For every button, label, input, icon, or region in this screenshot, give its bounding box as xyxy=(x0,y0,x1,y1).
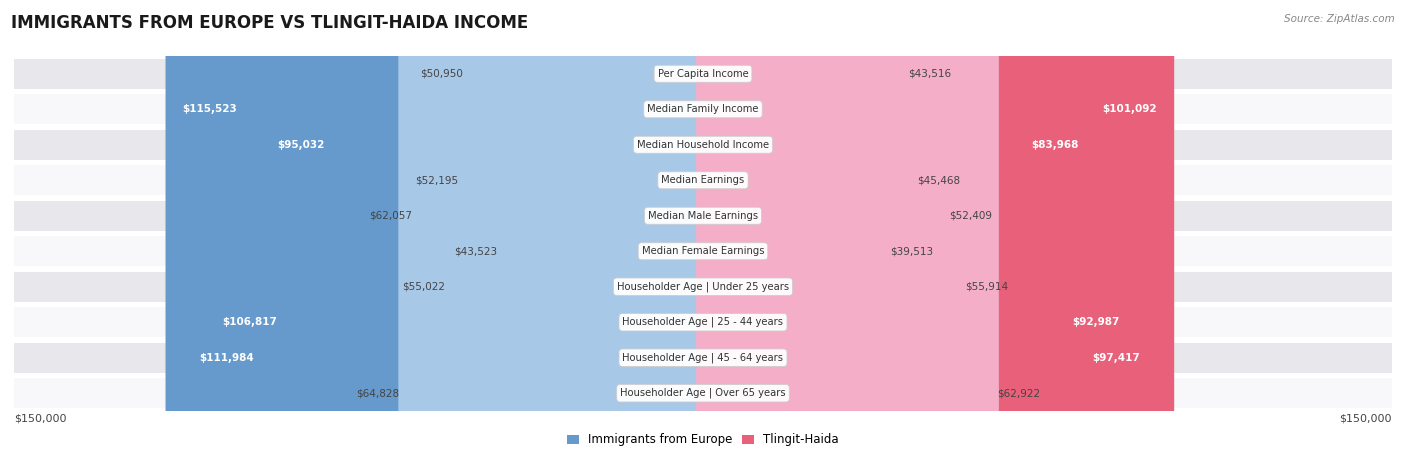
Text: $83,968: $83,968 xyxy=(1031,140,1078,150)
Bar xyxy=(14,94,1392,124)
FancyBboxPatch shape xyxy=(443,0,710,467)
Bar xyxy=(14,272,1392,302)
FancyBboxPatch shape xyxy=(696,0,1157,467)
Text: $101,092: $101,092 xyxy=(1102,104,1157,114)
Text: $111,984: $111,984 xyxy=(200,353,253,363)
FancyBboxPatch shape xyxy=(496,0,710,467)
Text: $64,828: $64,828 xyxy=(357,388,399,398)
FancyBboxPatch shape xyxy=(411,0,710,467)
Text: Householder Age | Over 65 years: Householder Age | Over 65 years xyxy=(620,388,786,398)
Text: $52,409: $52,409 xyxy=(949,211,993,221)
Text: $39,513: $39,513 xyxy=(890,246,934,256)
Text: Per Capita Income: Per Capita Income xyxy=(658,69,748,79)
Text: $50,950: $50,950 xyxy=(420,69,464,79)
Bar xyxy=(14,59,1392,89)
Text: $55,022: $55,022 xyxy=(402,282,444,292)
Text: $92,987: $92,987 xyxy=(1073,317,1119,327)
Text: IMMIGRANTS FROM EUROPE VS TLINGIT-HAIDA INCOME: IMMIGRANTS FROM EUROPE VS TLINGIT-HAIDA … xyxy=(11,14,529,32)
FancyBboxPatch shape xyxy=(696,0,1137,467)
Bar xyxy=(14,130,1392,160)
Bar xyxy=(14,307,1392,337)
Text: Median Family Income: Median Family Income xyxy=(647,104,759,114)
Bar xyxy=(14,236,1392,266)
FancyBboxPatch shape xyxy=(696,0,1095,467)
Text: $43,516: $43,516 xyxy=(908,69,952,79)
Text: Median Male Earnings: Median Male Earnings xyxy=(648,211,758,221)
FancyBboxPatch shape xyxy=(696,0,918,467)
FancyBboxPatch shape xyxy=(696,0,967,467)
FancyBboxPatch shape xyxy=(696,0,910,467)
Text: $62,057: $62,057 xyxy=(370,211,412,221)
Text: $115,523: $115,523 xyxy=(183,104,238,114)
Text: $95,032: $95,032 xyxy=(277,140,325,150)
Bar xyxy=(14,378,1392,408)
Text: Householder Age | 25 - 44 years: Householder Age | 25 - 44 years xyxy=(623,317,783,327)
Text: Median Household Income: Median Household Income xyxy=(637,140,769,150)
Bar xyxy=(14,165,1392,195)
Text: $97,417: $97,417 xyxy=(1092,353,1140,363)
Text: Householder Age | Under 25 years: Householder Age | Under 25 years xyxy=(617,282,789,292)
Text: $150,000: $150,000 xyxy=(14,414,66,424)
Text: $43,523: $43,523 xyxy=(454,246,498,256)
Text: $52,195: $52,195 xyxy=(415,175,458,185)
Text: Median Female Earnings: Median Female Earnings xyxy=(641,246,765,256)
Text: $55,914: $55,914 xyxy=(966,282,1008,292)
Bar xyxy=(14,343,1392,373)
FancyBboxPatch shape xyxy=(205,0,710,467)
FancyBboxPatch shape xyxy=(696,0,891,467)
FancyBboxPatch shape xyxy=(260,0,710,467)
Text: Source: ZipAtlas.com: Source: ZipAtlas.com xyxy=(1284,14,1395,24)
FancyBboxPatch shape xyxy=(696,0,998,467)
Text: $45,468: $45,468 xyxy=(917,175,960,185)
Text: $106,817: $106,817 xyxy=(222,317,277,327)
Text: Median Earnings: Median Earnings xyxy=(661,175,745,185)
Bar xyxy=(14,201,1392,231)
Text: $62,922: $62,922 xyxy=(997,388,1040,398)
FancyBboxPatch shape xyxy=(696,0,1174,467)
FancyBboxPatch shape xyxy=(181,0,710,467)
Legend: Immigrants from Europe, Tlingit-Haida: Immigrants from Europe, Tlingit-Haida xyxy=(562,429,844,451)
Text: $150,000: $150,000 xyxy=(1340,414,1392,424)
FancyBboxPatch shape xyxy=(696,0,950,467)
FancyBboxPatch shape xyxy=(457,0,710,467)
FancyBboxPatch shape xyxy=(398,0,710,467)
FancyBboxPatch shape xyxy=(166,0,710,467)
FancyBboxPatch shape xyxy=(463,0,710,467)
Text: Householder Age | 45 - 64 years: Householder Age | 45 - 64 years xyxy=(623,353,783,363)
